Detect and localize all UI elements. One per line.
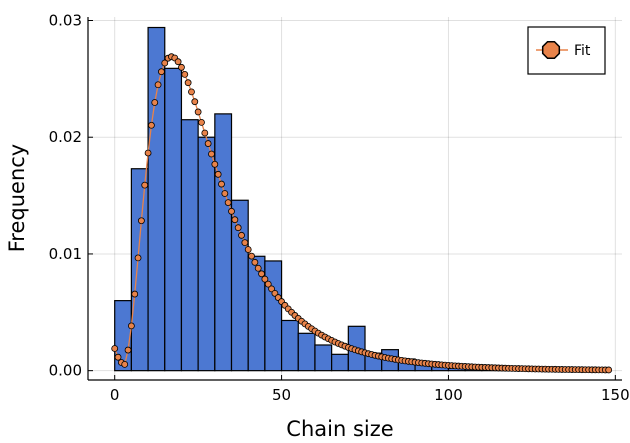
fit-point [241,239,249,247]
fit-point [184,79,192,87]
x-tick-label: 150 [601,386,630,404]
legend: Fit [527,26,606,75]
fit-point [114,353,122,361]
y-tick-label: 0.01 [49,245,82,263]
fit-point [221,190,229,197]
fit-point [127,322,135,330]
fit-point [178,63,185,71]
fit-point [248,252,255,260]
fit-point [174,58,182,66]
fit-point [234,224,242,232]
fit-point [264,280,272,288]
fit-point [111,345,119,352]
fit-point [131,290,139,298]
fit-point [198,118,205,126]
fit-point [261,275,269,283]
fit-point [124,346,132,354]
x-axis-ticks: 0 50 100 150 [110,375,630,404]
fit-point [194,108,202,116]
fit-point [158,68,165,76]
fit-point [228,207,235,215]
y-tick-label: 0.00 [49,362,82,380]
fit-point [214,170,222,178]
fit-point [208,150,215,158]
x-tick-label: 50 [272,386,291,404]
y-axis-ticks: 0.00 0.01 0.02 0.03 [49,12,93,380]
histogram-bar [197,136,216,372]
fit-point [148,121,155,129]
histogram-bar [331,353,349,372]
legend-fit-marker [541,40,561,60]
fit-point [211,160,219,168]
fit-point [201,129,209,137]
fit-point [238,231,245,239]
fit-point [151,99,159,106]
fit-point [188,88,195,96]
fit-point [141,181,149,189]
fit-point [137,217,145,225]
plot-area [87,17,622,381]
fit-point [121,360,129,368]
fit-point [191,98,199,106]
y-axis-title: Frequency [5,144,29,253]
histogram-bar [214,113,233,372]
histogram-bar [164,67,183,372]
fit-point [224,199,232,206]
fit-point [181,71,189,78]
x-tick-label: 0 [110,386,120,404]
fit-point [244,246,252,253]
fit-point [254,264,262,272]
fit-point [268,285,275,293]
fit-point [134,254,142,262]
fit-point [144,149,152,157]
histogram-bar [297,332,316,372]
fit-point [204,140,212,147]
y-tick-label: 0.03 [49,12,82,30]
fit-point [258,270,265,278]
fit-point [161,59,169,67]
fit-point [605,366,613,374]
legend-fit-label: Fit [574,43,591,59]
fit-point [231,216,239,224]
histogram-bar [180,119,199,372]
fit-point [251,258,259,266]
histogram-bar [314,344,333,372]
histogram-bar [147,26,166,372]
histogram-bar [280,319,299,372]
fit-point [154,81,162,89]
fit-point [218,180,225,188]
y-tick-label: 0.02 [49,128,82,146]
histogram-bar [130,168,149,372]
x-tick-label: 100 [434,386,463,404]
x-axis-title: Chain size [286,417,393,441]
